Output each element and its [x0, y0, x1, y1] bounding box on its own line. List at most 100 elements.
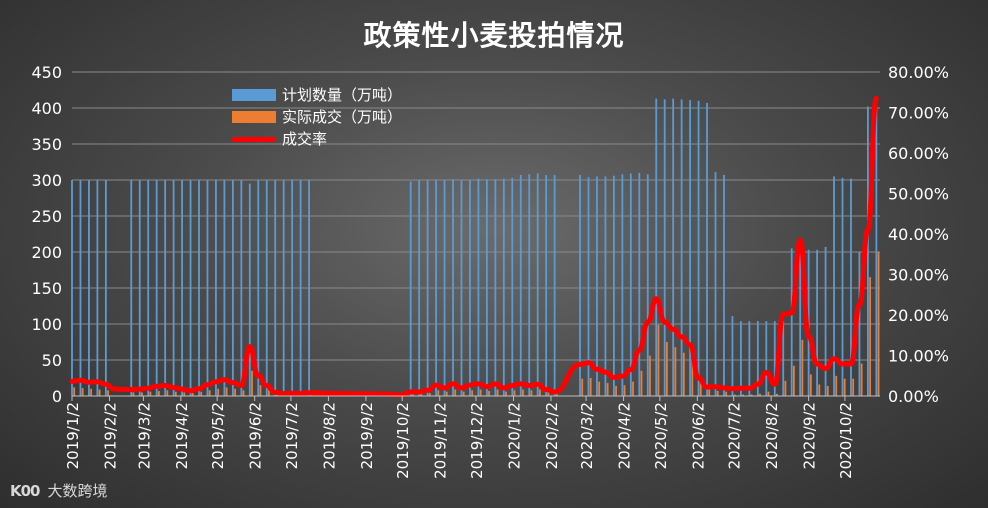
- actual-bar: [513, 390, 516, 396]
- x-tick-label: 2019/12/2: [468, 402, 486, 479]
- actual-bar: [682, 352, 685, 396]
- planned-bar: [816, 249, 819, 396]
- legend-item-planned: 计划数量（万吨）: [232, 84, 402, 106]
- planned-bar: [452, 179, 454, 396]
- actual-bar: [445, 391, 448, 396]
- legend-label-actual: 实际成交（万吨）: [282, 108, 403, 126]
- actual-bar: [132, 392, 135, 396]
- right-y-tick-label: 70.00%: [888, 104, 949, 123]
- actual-bar: [767, 391, 770, 396]
- legend-swatch-rate: [232, 136, 276, 142]
- actual-bar: [809, 374, 812, 396]
- rate-line-group: [69, 95, 879, 398]
- planned-bar: [824, 246, 827, 396]
- actual-bar: [530, 390, 533, 396]
- watermark-logo-icon: K00: [10, 481, 40, 500]
- planned-bar: [739, 321, 742, 396]
- actual-bar: [268, 390, 270, 396]
- actual-bar: [555, 393, 558, 396]
- planned-bar: [291, 180, 294, 396]
- actual-bar: [547, 392, 550, 396]
- actual-bar: [234, 388, 236, 396]
- actual-bar: [242, 390, 245, 396]
- legend-item-actual: 实际成交（万吨）: [232, 106, 402, 128]
- planned-bar: [426, 180, 429, 396]
- x-tick-label: 2020/2/2: [543, 402, 561, 469]
- actual-bar: [598, 381, 601, 396]
- planned-bar: [469, 180, 471, 396]
- planned-bar: [198, 180, 200, 396]
- x-tick-label: 2019/9/2: [358, 402, 376, 469]
- actual-bar: [581, 378, 584, 396]
- planned-bar: [519, 174, 522, 396]
- planned-bar: [545, 174, 548, 396]
- actual-bar: [640, 370, 643, 396]
- planned-bar: [672, 98, 675, 396]
- planned-bar: [257, 180, 260, 396]
- x-tick-label: 2019/6/2: [247, 402, 265, 469]
- actual-bar: [632, 381, 634, 396]
- actual-bar: [251, 370, 253, 396]
- planned-bar: [799, 249, 802, 396]
- legend-label-rate: 成交率: [282, 130, 328, 148]
- actual-bar: [725, 391, 728, 396]
- actual-bar: [843, 378, 846, 396]
- actual-bar: [649, 355, 651, 396]
- actual-bar: [479, 389, 482, 396]
- actual-bar: [454, 389, 457, 396]
- legend-swatch-actual: [232, 111, 276, 123]
- actual-bar: [733, 394, 736, 396]
- x-tick-label: 2020/10/2: [837, 402, 855, 479]
- actual-bar: [157, 390, 160, 396]
- left-y-tick-label: 50: [42, 351, 62, 370]
- planned-bar: [706, 102, 708, 397]
- planned-bar: [680, 99, 683, 397]
- legend-item-rate: 成交率: [232, 128, 402, 150]
- actual-bar: [471, 390, 474, 396]
- planned-bar: [604, 176, 607, 396]
- planned-bar: [494, 179, 497, 396]
- x-tick-label: 2019/10/2: [394, 402, 412, 479]
- left-y-tick-label: 400: [31, 99, 62, 118]
- right-y-tick-label: 80.00%: [888, 63, 949, 82]
- right-y-tick-label: 10.00%: [888, 347, 949, 366]
- planned-bar: [274, 180, 277, 396]
- x-tick-label: 2020/4/2: [616, 402, 634, 469]
- planned-bar: [147, 180, 150, 396]
- actual-bar: [141, 392, 143, 396]
- planned-bar: [723, 174, 725, 396]
- planned-bar: [782, 321, 785, 396]
- actual-bar: [191, 393, 194, 396]
- x-tick-label: 2020/6/2: [689, 402, 707, 469]
- x-tick-label: 2019/5/2: [209, 402, 227, 469]
- actual-bar: [488, 390, 490, 396]
- actual-bar: [107, 390, 109, 396]
- actual-bar: [183, 392, 186, 396]
- actual-bar: [657, 324, 660, 396]
- actual-bar: [699, 383, 702, 396]
- planned-bar: [841, 177, 844, 396]
- left-y-tick-label: 350: [31, 135, 62, 154]
- planned-bar: [460, 180, 463, 396]
- actual-bar: [860, 363, 863, 396]
- planned-bar: [189, 180, 192, 396]
- planned-bar: [790, 248, 793, 396]
- planned-bar: [689, 100, 691, 396]
- actual-bar: [522, 389, 524, 396]
- x-tick-label: 2019/11/2: [432, 402, 450, 479]
- right-y-tick-label: 40.00%: [888, 225, 949, 244]
- planned-bar: [756, 321, 759, 396]
- planned-bar: [172, 180, 175, 396]
- planned-bar: [536, 173, 539, 396]
- planned-bar: [612, 175, 615, 396]
- actual-bar: [835, 375, 838, 396]
- actual-bar: [852, 378, 855, 396]
- planned-bar: [96, 180, 99, 396]
- planned-bar: [748, 321, 751, 396]
- planned-bar: [206, 180, 209, 396]
- right-axis-ticks: 0.00% 10.00% 20.00% 30.00% 40.00% 50.00% 60.00…: [888, 63, 949, 406]
- actual-bar: [98, 389, 101, 396]
- watermark: K00 大数跨境: [10, 480, 108, 501]
- x-tick-label: 2019/8/2: [320, 402, 338, 469]
- chart-title: 政策性小麦投拍情况: [363, 19, 625, 52]
